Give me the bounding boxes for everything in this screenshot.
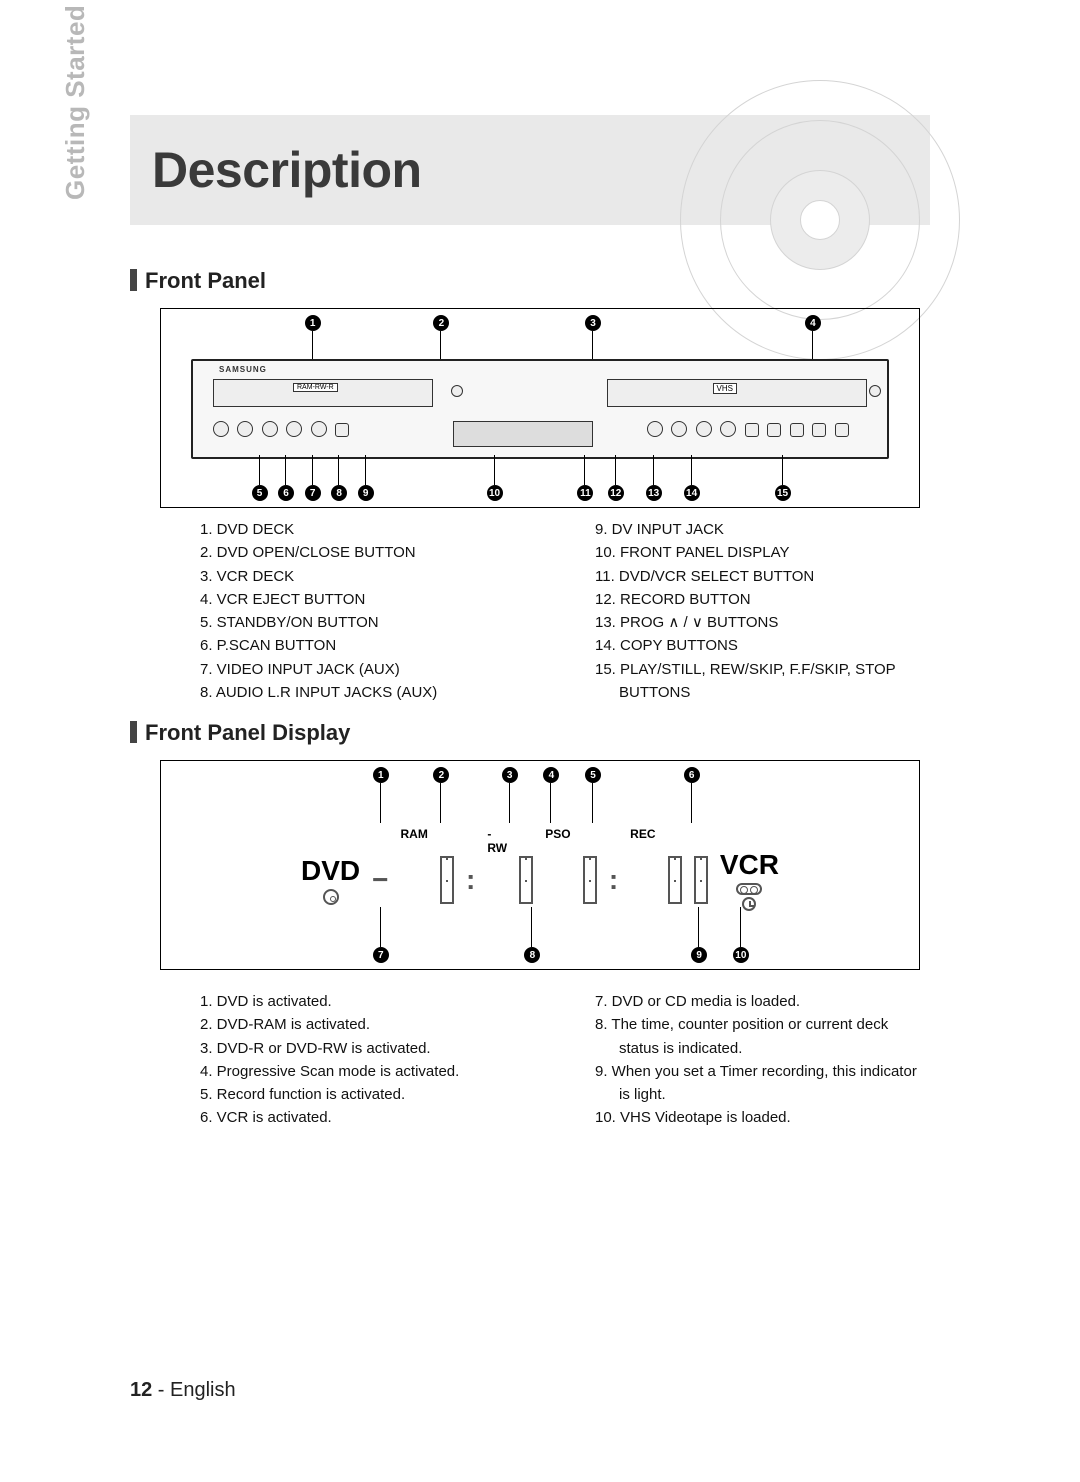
front-panel-legend: 1. DVD DECK2. DVD OPEN/CLOSE BUTTON3. VC… — [200, 518, 920, 704]
callout-number: 14 — [684, 485, 700, 501]
callout-number: 5 — [252, 485, 268, 501]
callout-line — [285, 455, 286, 485]
callout: 7 — [373, 947, 389, 963]
callout: 13 — [646, 485, 662, 501]
legend-col-right: 9. DV INPUT JACK10. FRONT PANEL DISPLAY1… — [595, 518, 920, 704]
legend-col-right: 7. DVD or CD media is loaded.8. The time… — [595, 990, 920, 1130]
callout: 14 — [684, 485, 700, 501]
legend-col-left: 1. DVD is activated.2. DVD-RAM is activa… — [200, 990, 525, 1130]
section-heading-front-panel-display: Front Panel Display — [130, 720, 350, 746]
callout: 11 — [577, 485, 593, 501]
display-legend: 1. DVD is activated.2. DVD-RAM is activa… — [200, 990, 920, 1130]
section-heading-text: Front Panel — [145, 268, 266, 293]
legend-item: 7. VIDEO INPUT JACK (AUX) — [200, 658, 525, 681]
legend-item: 7. DVD or CD media is loaded. — [595, 990, 920, 1013]
legend-item: 6. VCR is activated. — [200, 1106, 525, 1129]
callout-number: 6 — [278, 485, 294, 501]
callout: 5 — [252, 485, 268, 501]
legend-item: 4. Progressive Scan mode is activated. — [200, 1060, 525, 1083]
manual-page: Getting Started Description Front Panel … — [0, 0, 1080, 1482]
legend-item: 2. DVD OPEN/CLOSE BUTTON — [200, 541, 525, 564]
page-number: 12 — [130, 1379, 152, 1401]
callout: 8 — [331, 485, 347, 501]
legend-item: 2. DVD-RAM is activated. — [200, 1013, 525, 1036]
callout-number: 8 — [331, 485, 347, 501]
callout-number: 7 — [305, 485, 321, 501]
legend-item: 9. DV INPUT JACK — [595, 518, 920, 541]
page-language: English — [170, 1379, 236, 1401]
callout-line — [259, 455, 260, 485]
callout-line — [740, 907, 741, 947]
page-footer: 12 - English — [130, 1379, 236, 1402]
callout-number: 12 — [608, 485, 624, 501]
callout-number: 9 — [691, 947, 707, 963]
callout: 8 — [524, 947, 540, 963]
callout-line — [691, 455, 692, 485]
legend-item: 10. FRONT PANEL DISPLAY — [595, 541, 920, 564]
header-band: Description — [130, 115, 930, 225]
legend-col-left: 1. DVD DECK2. DVD OPEN/CLOSE BUTTON3. VC… — [200, 518, 525, 704]
legend-item: 15. PLAY/STILL, REW/SKIP, F.F/SKIP, STOP… — [595, 658, 920, 705]
callout-number: 11 — [577, 485, 593, 501]
front-panel-display-diagram: 123456 DVD − RAM : -RW PSO : REC VCR 7 — [160, 760, 920, 970]
legend-item: 14. COPY BUTTONS — [595, 634, 920, 657]
callout-number: 8 — [524, 947, 540, 963]
legend-item: 10. VHS Videotape is loaded. — [595, 1106, 920, 1129]
callout-line — [615, 455, 616, 485]
legend-item: 6. P.SCAN BUTTON — [200, 634, 525, 657]
callout-number: 10 — [487, 485, 503, 501]
legend-item: 1. DVD DECK — [200, 518, 525, 541]
legend-item: 1. DVD is activated. — [200, 990, 525, 1013]
front-panel-diagram: 1234 SAMSUNG RAM-RW-R VHS — [160, 308, 920, 508]
legend-item: 12. RECORD BUTTON — [595, 588, 920, 611]
callout: 12 — [608, 485, 624, 501]
section-bar-icon — [130, 721, 137, 743]
callout: 7 — [305, 485, 321, 501]
callout-number: 15 — [775, 485, 791, 501]
callout-line — [494, 455, 495, 485]
callout: 9 — [691, 947, 707, 963]
legend-item: 4. VCR EJECT BUTTON — [200, 588, 525, 611]
page-sep: - — [152, 1379, 170, 1401]
side-tab-getting-started: Getting Started — [60, 5, 91, 200]
callout: 9 — [358, 485, 374, 501]
callout: 10 — [487, 485, 503, 501]
legend-item: 9. When you set a Timer recording, this … — [595, 1060, 920, 1107]
section-heading-text: Front Panel Display — [145, 720, 350, 745]
callout-line — [365, 455, 366, 485]
legend-item: 5. Record function is activated. — [200, 1083, 525, 1106]
callout-line — [380, 907, 381, 947]
callout-number: 9 — [358, 485, 374, 501]
callout: 6 — [278, 485, 294, 501]
section-heading-front-panel: Front Panel — [130, 268, 266, 294]
callout: 15 — [775, 485, 791, 501]
callout-line — [584, 455, 585, 485]
callout-number: 13 — [646, 485, 662, 501]
callout-number: 10 — [733, 947, 749, 963]
legend-item: 11. DVD/VCR SELECT BUTTON — [595, 565, 920, 588]
callout-line — [782, 455, 783, 485]
callout-line — [698, 907, 699, 947]
legend-item: 8. The time, counter position or current… — [595, 1013, 920, 1060]
callout-line — [653, 455, 654, 485]
legend-item: 3. VCR DECK — [200, 565, 525, 588]
callout: 10 — [733, 947, 749, 963]
page-title: Description — [152, 141, 422, 199]
callout-number: 7 — [373, 947, 389, 963]
legend-item: 8. AUDIO L.R INPUT JACKS (AUX) — [200, 681, 525, 704]
callout-line — [312, 455, 313, 485]
callout-line — [531, 907, 532, 947]
section-bar-icon — [130, 269, 137, 291]
legend-item: 5. STANDBY/ON BUTTON — [200, 611, 525, 634]
callout-line — [338, 455, 339, 485]
legend-item: 3. DVD-R or DVD-RW is activated. — [200, 1037, 525, 1060]
legend-item: 13. PROG ∧ / ∨ BUTTONS — [595, 611, 920, 634]
